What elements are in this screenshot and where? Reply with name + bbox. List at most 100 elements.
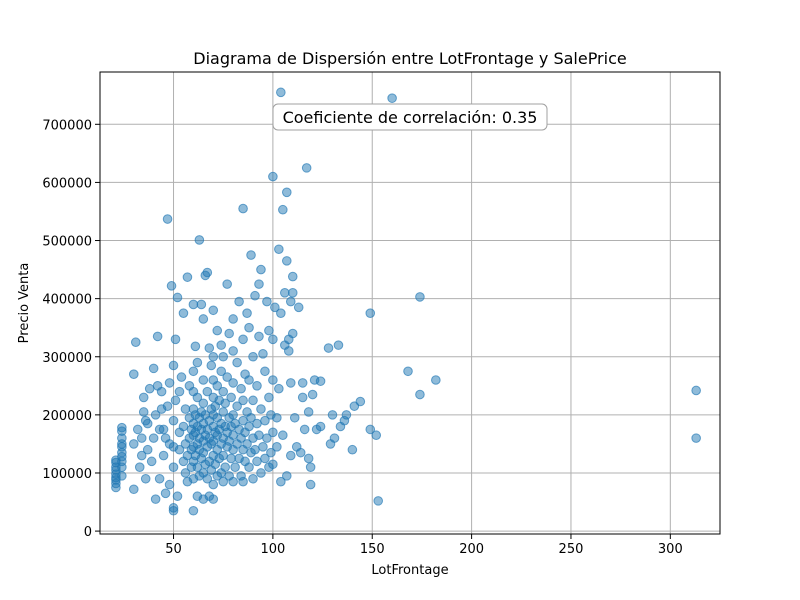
scatter-point — [188, 505, 199, 516]
axis-ticks: 50 100 150 200 250 300 0 100000 200000 300000 4000… — [42, 118, 682, 557]
scatter-point — [152, 331, 163, 342]
scatter-point — [248, 473, 258, 484]
scatter-point — [691, 385, 701, 396]
scatter-point — [270, 302, 280, 313]
scatter-point — [248, 351, 258, 362]
scatter-point — [258, 349, 268, 359]
scatter-point — [208, 351, 219, 362]
scatter-point — [278, 430, 288, 441]
y-tick-label: 100000 — [42, 467, 92, 482]
scatter-point — [252, 381, 262, 391]
scatter-point — [188, 299, 199, 310]
scatter-point — [264, 325, 274, 336]
scatter-point — [297, 392, 308, 403]
scatter-point — [194, 235, 205, 245]
scatter-point — [236, 383, 246, 394]
scatter-point — [192, 392, 203, 403]
scatter-point — [333, 340, 344, 350]
scatter-point — [431, 375, 441, 385]
scatter-point — [281, 471, 292, 481]
scatter-point — [226, 453, 236, 464]
chart-title: Diagrama de Dispersión entre LotFrontage… — [193, 49, 626, 68]
scatter-point — [373, 496, 384, 506]
scatter-point — [192, 357, 203, 368]
scatter-point — [132, 424, 143, 435]
scatter-point — [226, 392, 236, 403]
scatter-point — [188, 366, 199, 377]
scatter-point — [281, 187, 292, 198]
scatter-point — [268, 375, 278, 385]
scatter-point — [234, 296, 244, 307]
scatter-point — [238, 203, 248, 214]
scatter-point — [172, 491, 183, 502]
scatter-point — [154, 473, 165, 484]
scatter-point — [170, 334, 181, 345]
scatter-point — [272, 442, 282, 452]
scatter-point — [208, 305, 219, 316]
scatter-point — [134, 462, 145, 472]
scatter-point — [252, 456, 262, 467]
scatter-point — [138, 407, 149, 417]
scatter-point — [228, 378, 238, 388]
scatter-point — [198, 375, 209, 385]
scatter-point — [144, 383, 155, 394]
scatter-point — [168, 360, 179, 371]
scatter-point — [168, 415, 179, 426]
scatter-point — [164, 479, 175, 490]
scatter-point — [315, 376, 326, 386]
scatter-point — [136, 450, 147, 461]
scatter-point — [250, 444, 260, 455]
scatter-point — [327, 410, 338, 420]
scatter-point — [158, 450, 169, 461]
scatter-point — [202, 267, 213, 278]
scatter-point — [140, 473, 151, 484]
scatter-point — [303, 453, 314, 464]
scatter-point — [117, 471, 127, 481]
scatter-point — [341, 410, 352, 420]
scatter-point — [293, 302, 304, 313]
scatter-point — [329, 433, 340, 443]
scatter-point — [244, 375, 254, 385]
scatter-point — [252, 418, 262, 429]
annotation-text: Coeficiente de correlación: 0.35 — [283, 108, 538, 127]
y-tick-label: 300000 — [42, 351, 92, 366]
y-tick-label: 200000 — [42, 409, 92, 424]
annotation-box — [272, 103, 548, 131]
scatter-point — [238, 334, 248, 345]
scatter-point — [170, 395, 181, 406]
scatter-point — [244, 462, 254, 472]
scatter-point — [415, 292, 425, 302]
scatter-point — [218, 407, 229, 417]
scatter-point — [172, 292, 183, 303]
scatter-point — [254, 279, 264, 289]
scatter-point — [248, 395, 258, 406]
scatter-point — [156, 386, 167, 397]
scatter-point — [256, 404, 266, 414]
scatter-point — [174, 444, 185, 455]
scatter-point — [287, 328, 298, 339]
scatter-point — [164, 378, 175, 388]
scatter-point — [278, 204, 288, 215]
scatter-point — [228, 314, 238, 324]
scatter-point — [254, 430, 264, 441]
scatter-point — [232, 401, 242, 411]
scatter-point — [208, 494, 219, 504]
scatter-point — [285, 378, 296, 388]
scatter-point — [198, 398, 209, 409]
scatter-point — [162, 214, 173, 224]
scatter-point — [216, 340, 227, 350]
scatter-point — [238, 395, 248, 406]
scatter-point — [232, 357, 242, 368]
x-tick-label: 250 — [559, 542, 584, 557]
scatter-point — [180, 468, 191, 478]
scatter-point — [182, 272, 193, 282]
scatter-point — [262, 296, 272, 307]
scatter-point — [260, 366, 270, 377]
scatter-point — [268, 427, 278, 438]
scatter-point — [256, 264, 266, 275]
scatter-point — [276, 308, 286, 318]
scatter-point — [365, 424, 376, 435]
scatter-point — [130, 337, 141, 348]
scatter-point — [268, 171, 278, 182]
